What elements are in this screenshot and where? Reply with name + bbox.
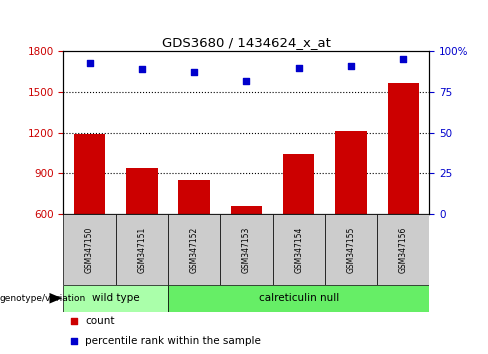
Point bbox=[86, 60, 94, 65]
Bar bbox=[377, 214, 429, 285]
Text: GSM347151: GSM347151 bbox=[137, 227, 146, 273]
Bar bbox=[74, 134, 105, 214]
Point bbox=[71, 338, 79, 343]
Bar bbox=[325, 214, 377, 285]
Point bbox=[399, 57, 407, 62]
Text: GSM347153: GSM347153 bbox=[242, 226, 251, 273]
Bar bbox=[63, 214, 116, 285]
Point bbox=[295, 65, 303, 70]
Bar bbox=[116, 214, 168, 285]
Text: genotype/variation: genotype/variation bbox=[0, 294, 86, 303]
Bar bbox=[231, 206, 262, 214]
Bar bbox=[126, 168, 158, 214]
Point bbox=[347, 63, 355, 69]
Bar bbox=[335, 131, 366, 214]
Point bbox=[190, 70, 198, 75]
Text: percentile rank within the sample: percentile rank within the sample bbox=[85, 336, 261, 346]
Text: GSM347154: GSM347154 bbox=[294, 226, 303, 273]
Bar bbox=[179, 179, 210, 214]
Bar bbox=[63, 285, 168, 312]
Polygon shape bbox=[49, 293, 62, 304]
Text: calreticulin null: calreticulin null bbox=[259, 293, 339, 303]
Text: GSM347152: GSM347152 bbox=[190, 227, 199, 273]
Text: GSM347150: GSM347150 bbox=[85, 226, 94, 273]
Title: GDS3680 / 1434624_x_at: GDS3680 / 1434624_x_at bbox=[162, 36, 331, 49]
Point bbox=[243, 78, 250, 84]
Text: GSM347156: GSM347156 bbox=[399, 226, 408, 273]
Bar bbox=[220, 214, 273, 285]
Point bbox=[138, 67, 146, 72]
Text: GSM347155: GSM347155 bbox=[346, 226, 356, 273]
Point bbox=[71, 319, 79, 324]
Bar bbox=[283, 154, 314, 214]
Bar bbox=[387, 82, 419, 214]
Bar bbox=[168, 285, 429, 312]
Bar bbox=[168, 214, 220, 285]
Text: count: count bbox=[85, 316, 115, 326]
Text: wild type: wild type bbox=[92, 293, 140, 303]
Bar bbox=[273, 214, 325, 285]
